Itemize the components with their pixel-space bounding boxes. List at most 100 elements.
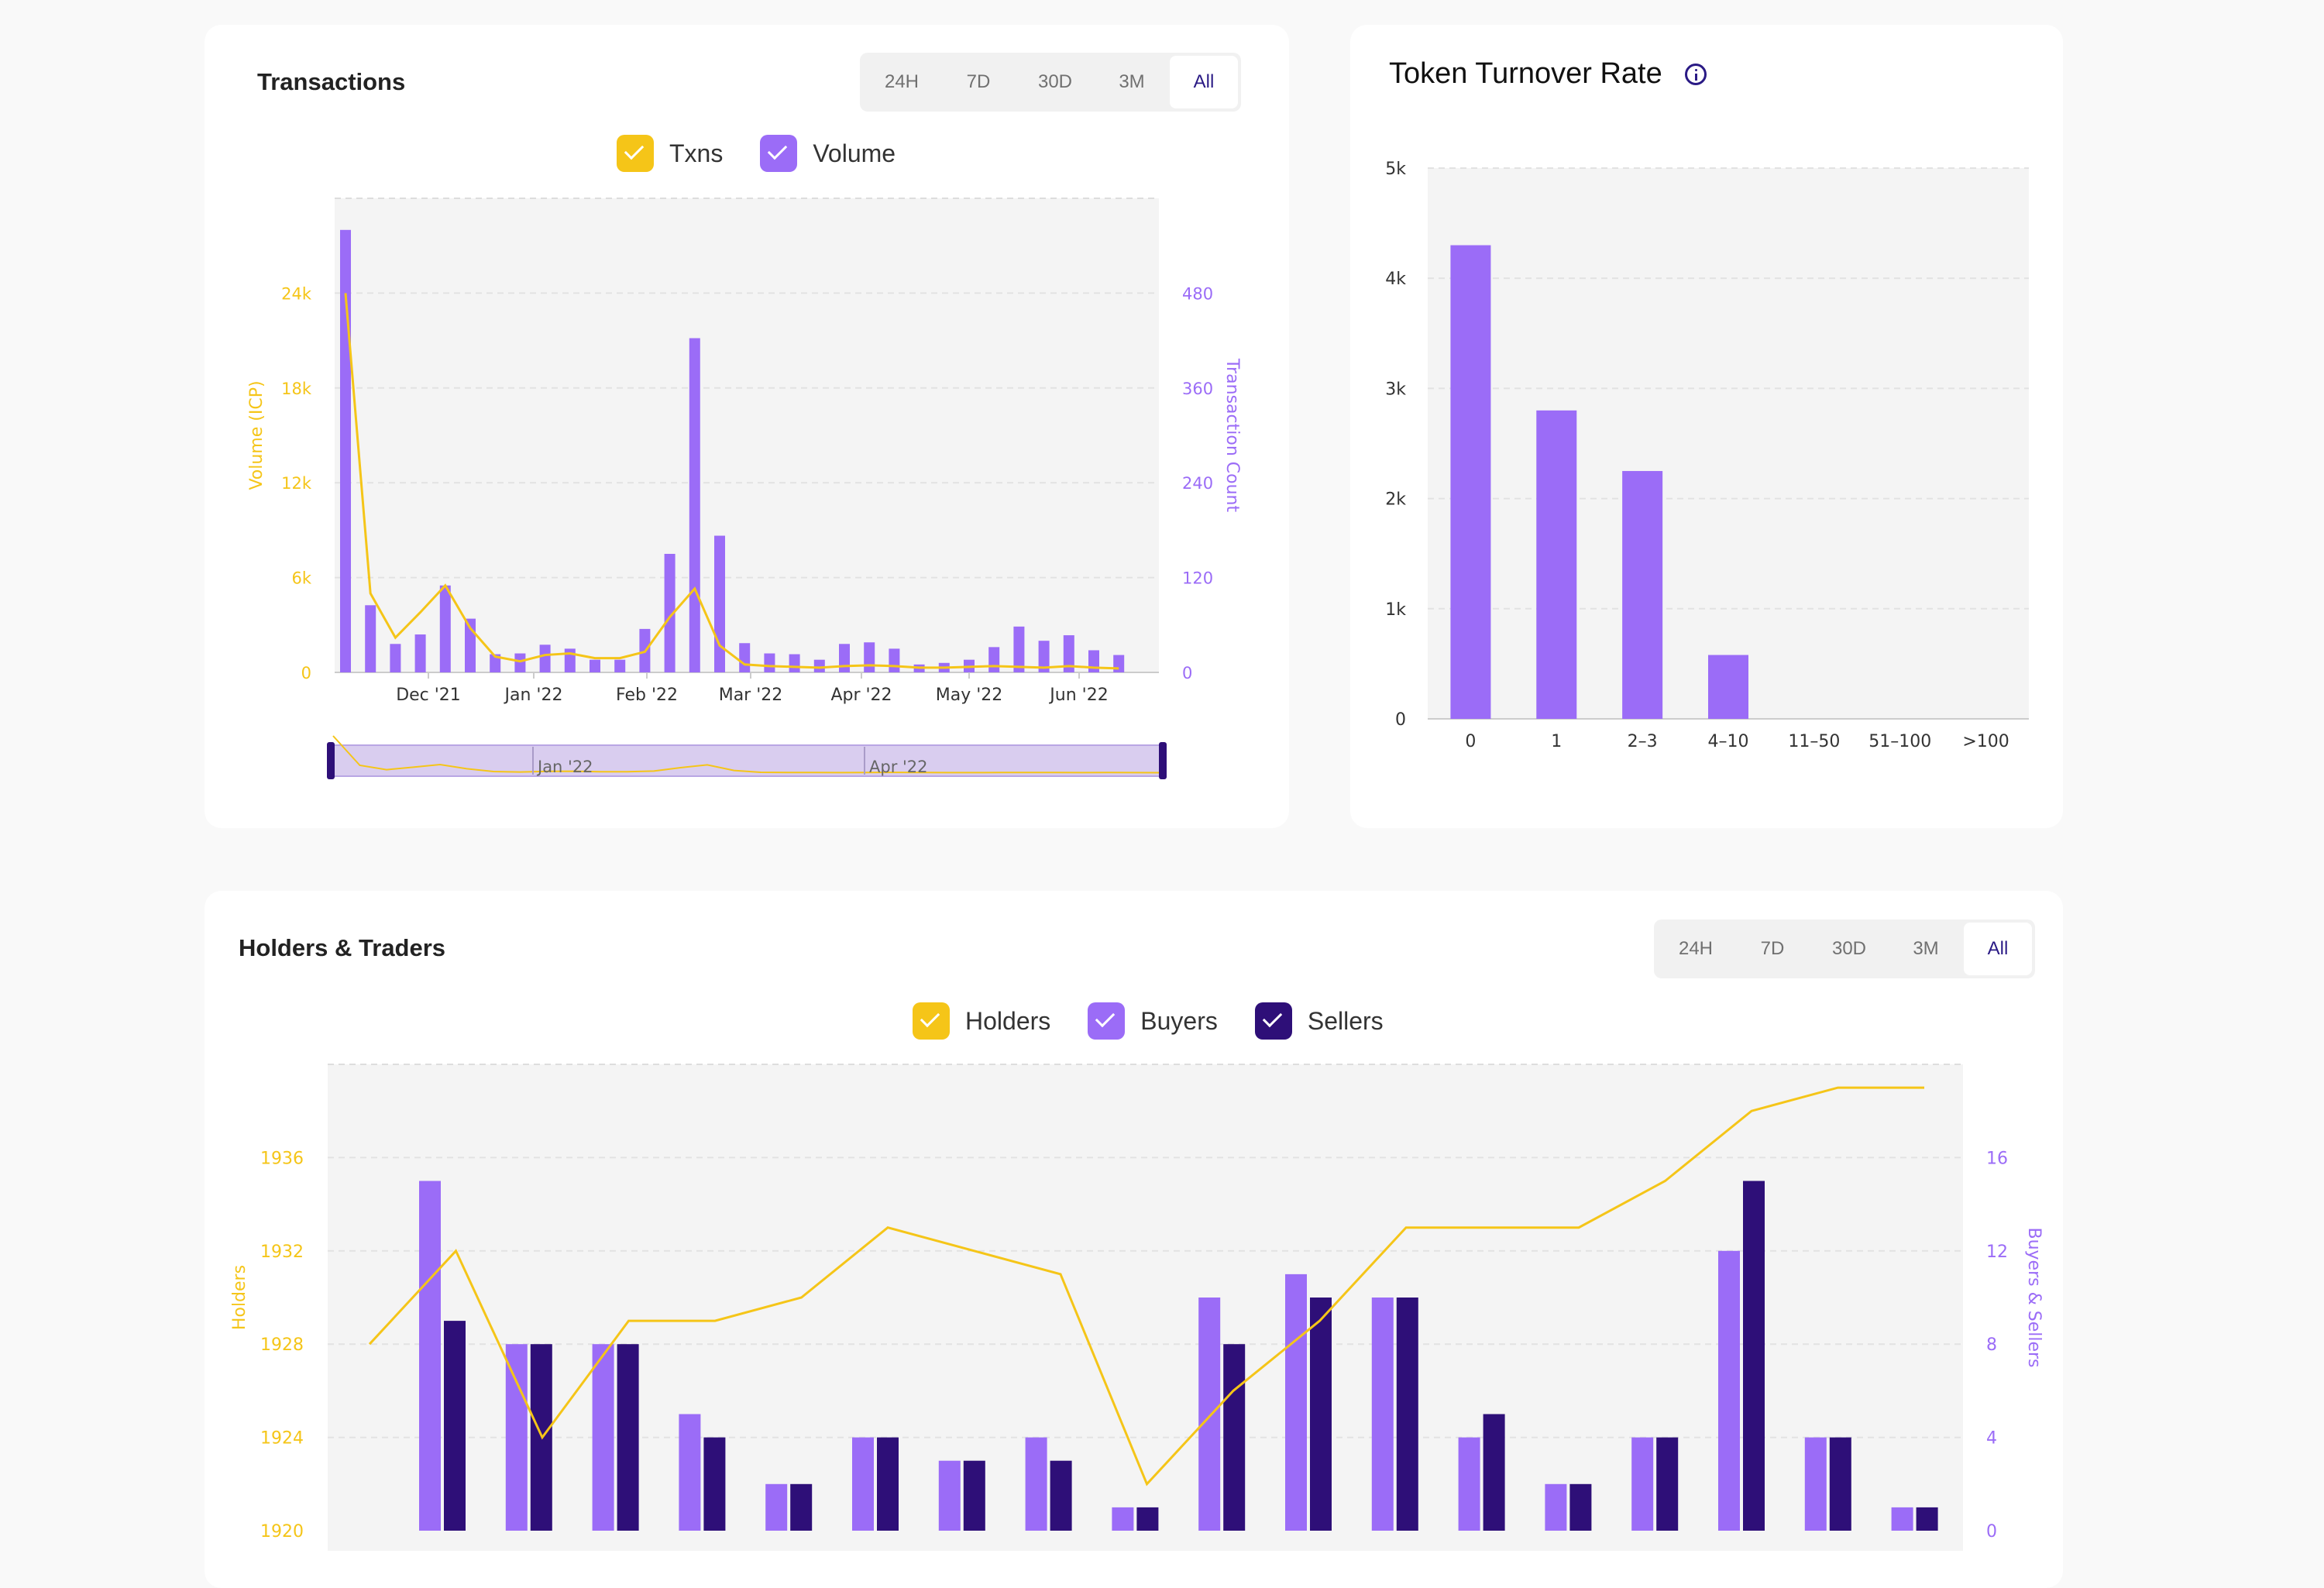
x-tick-label: Mar '22 bbox=[719, 686, 783, 705]
sellers-bar bbox=[1396, 1298, 1418, 1531]
checkbox-checked-icon[interactable] bbox=[617, 135, 654, 172]
transactions-chart: 0 6k 12k 18k 24k 0 120 240 360 480 Volume (ICP) Tra… bbox=[247, 198, 1242, 779]
x-tick-label: Apr '22 bbox=[830, 686, 892, 705]
volume-bar bbox=[1088, 650, 1099, 672]
volume-bar bbox=[764, 653, 775, 672]
legend-holders[interactable]: Holders bbox=[913, 1002, 1050, 1040]
y-right-tick-label: 360 bbox=[1182, 380, 1213, 398]
y-left-tick-label: 6k bbox=[291, 569, 311, 588]
tab-3m[interactable]: 3M bbox=[1913, 938, 1939, 959]
tab-all[interactable]: All bbox=[1964, 923, 2032, 975]
y-right-tick-label: 4 bbox=[1986, 1429, 1997, 1449]
sellers-bar bbox=[1483, 1414, 1505, 1531]
tab-30d[interactable]: 30D bbox=[1831, 938, 1867, 959]
sellers-bar bbox=[877, 1437, 899, 1531]
legend-buyers[interactable]: Buyers bbox=[1088, 1002, 1218, 1040]
turnover-chart: 0 1k 2k 3k 4k 5k 0 1 2–3 4–10 11–50 51–100 >100 bbox=[1385, 160, 2029, 751]
volume-bar bbox=[514, 653, 526, 672]
legend-label: Sellers bbox=[1307, 1006, 1384, 1035]
x-tick-label: 0 bbox=[1465, 732, 1476, 751]
tab-all[interactable]: All bbox=[1170, 56, 1238, 108]
legend-volume[interactable]: Volume bbox=[760, 135, 896, 172]
volume-bar bbox=[1113, 655, 1125, 672]
checkbox-checked-icon[interactable] bbox=[913, 1002, 950, 1040]
y-right-tick-label: 240 bbox=[1182, 474, 1213, 493]
volume-bar bbox=[839, 644, 850, 672]
buyers-bar bbox=[765, 1483, 788, 1531]
y-left-tick-label: 1924 bbox=[260, 1429, 304, 1449]
checkbox-checked-icon[interactable] bbox=[760, 135, 798, 172]
buyers-bar bbox=[852, 1437, 874, 1531]
volume-bar bbox=[490, 654, 501, 672]
turnover-title: Token Turnover Rate bbox=[1389, 57, 1662, 90]
tab-7d[interactable]: 7D bbox=[966, 71, 991, 92]
tab-7d[interactable]: 7D bbox=[1760, 938, 1785, 959]
plot-background bbox=[1428, 168, 2029, 719]
volume-bar bbox=[988, 647, 1000, 672]
buyers-bar bbox=[419, 1181, 441, 1531]
buyers-bar bbox=[1891, 1507, 1913, 1531]
navigator-series-line bbox=[332, 735, 1162, 774]
volume-bar bbox=[813, 659, 825, 672]
sellers-bar bbox=[1136, 1507, 1159, 1531]
checkbox-checked-icon[interactable] bbox=[1254, 1002, 1292, 1040]
y-left-axis-label: Holders bbox=[230, 1265, 249, 1330]
x-tick-label: Dec '21 bbox=[396, 686, 461, 705]
holders-traders-chart: 1920 1924 1928 1932 1936 0 4 8 12 16 Holders Buyers… bbox=[230, 1064, 2044, 1551]
y-left-tick-label: 12k bbox=[281, 474, 312, 493]
sellers-bar bbox=[790, 1483, 813, 1531]
tab-30d[interactable]: 30D bbox=[1037, 71, 1073, 92]
navigator-label: Jan '22 bbox=[536, 758, 593, 776]
sellers-bar bbox=[1916, 1507, 1938, 1531]
volume-bar bbox=[340, 229, 351, 672]
sellers-bar bbox=[1569, 1483, 1592, 1531]
x-tick-label: >100 bbox=[1962, 732, 2009, 751]
turnover-bar bbox=[1708, 655, 1748, 719]
legend-label: Txns bbox=[669, 139, 724, 167]
volume-bar bbox=[365, 605, 376, 672]
x-tick-label: 51–100 bbox=[1868, 732, 1931, 751]
y-left-tick-label: 1936 bbox=[260, 1149, 304, 1168]
legend-label: Buyers bbox=[1140, 1006, 1218, 1035]
info-icon[interactable] bbox=[1685, 64, 1707, 85]
turnover-bar bbox=[1536, 410, 1577, 719]
x-tick-label: Feb '22 bbox=[616, 686, 678, 705]
sellers-bar bbox=[617, 1344, 639, 1531]
x-tick-label: 2–3 bbox=[1628, 732, 1658, 751]
buyers-bar bbox=[1112, 1507, 1134, 1531]
navigator-handle-left bbox=[327, 742, 335, 779]
tab-24h[interactable]: 24H bbox=[1678, 938, 1714, 959]
y-tick-label: 1k bbox=[1385, 600, 1406, 620]
y-tick-label: 5k bbox=[1385, 160, 1406, 179]
buyers-bar bbox=[938, 1460, 961, 1531]
buyers-bar bbox=[1631, 1437, 1654, 1531]
checkbox-checked-icon[interactable] bbox=[1088, 1002, 1126, 1040]
buyers-bar bbox=[1545, 1483, 1567, 1531]
legend-sellers[interactable]: Sellers bbox=[1254, 1002, 1384, 1040]
y-left-tick-label: 1928 bbox=[260, 1335, 304, 1355]
legend-txns[interactable]: Txns bbox=[617, 135, 723, 172]
txns-line bbox=[344, 293, 1119, 670]
sellers-bar bbox=[1310, 1298, 1332, 1531]
volume-bar bbox=[564, 648, 576, 672]
holders-traders-card: Holders & Traders 24H 7D 30D 3M All Hold… bbox=[205, 891, 2063, 1588]
y-tick-label: 2k bbox=[1385, 490, 1406, 510]
sellers-bar bbox=[1050, 1460, 1072, 1531]
buyers-bar bbox=[1804, 1437, 1827, 1531]
tab-24h[interactable]: 24H bbox=[884, 71, 920, 92]
volume-bar bbox=[689, 338, 700, 672]
y-right-axis-label: Buyers & Sellers bbox=[2024, 1227, 2044, 1367]
volume-bar bbox=[789, 654, 800, 672]
volume-bar bbox=[539, 644, 551, 672]
volume-bar bbox=[1038, 641, 1050, 672]
volume-bar bbox=[864, 642, 875, 672]
buyers-bar bbox=[592, 1344, 614, 1531]
y-right-tick-label: 120 bbox=[1182, 569, 1213, 588]
y-right-tick-label: 480 bbox=[1182, 284, 1213, 303]
y-left-tick-label: 0 bbox=[301, 664, 311, 682]
x-tick-label: Jun '22 bbox=[1048, 686, 1108, 705]
tab-3m[interactable]: 3M bbox=[1119, 71, 1145, 92]
volume-bar bbox=[390, 644, 401, 672]
holders-traders-title: Holders & Traders bbox=[239, 934, 446, 961]
sellers-bar bbox=[1223, 1344, 1246, 1531]
